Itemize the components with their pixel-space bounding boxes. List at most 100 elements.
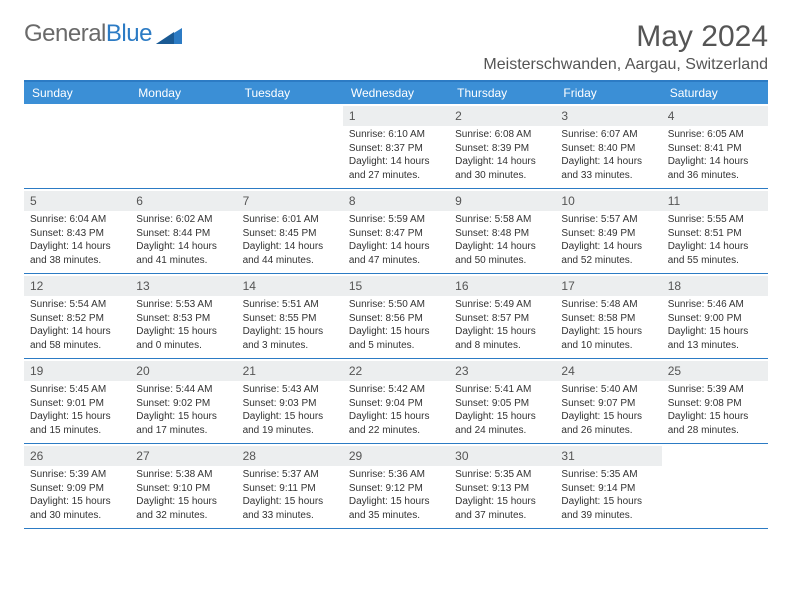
- day-cell: 19Sunrise: 5:45 AMSunset: 9:01 PMDayligh…: [24, 359, 130, 443]
- day-details: Sunrise: 6:05 AMSunset: 8:41 PMDaylight:…: [668, 128, 762, 182]
- day-details: Sunrise: 5:46 AMSunset: 9:00 PMDaylight:…: [668, 298, 762, 352]
- day-header-friday: Friday: [555, 82, 661, 104]
- day-details: Sunrise: 5:39 AMSunset: 9:08 PMDaylight:…: [668, 383, 762, 437]
- day-number: 25: [668, 364, 681, 378]
- day-cell: 30Sunrise: 5:35 AMSunset: 9:13 PMDayligh…: [449, 444, 555, 528]
- day-number: 5: [30, 194, 37, 208]
- day-cell: 11 Sunrise: 5:55 AMSunset: 8:51 PMDayligh…: [662, 189, 768, 273]
- day-number-row: 23: [449, 361, 555, 381]
- day-details: Sunrise: 5:42 AMSunset: 9:04 PMDaylight:…: [349, 383, 443, 437]
- day-number: 20: [136, 364, 149, 378]
- day-number-row: 20: [130, 361, 236, 381]
- logo-text: GeneralBlue: [24, 20, 152, 48]
- day-header-monday: Monday: [130, 82, 236, 104]
- day-number: 4: [668, 109, 675, 123]
- day-number: 6: [136, 194, 143, 208]
- day-number: 29: [349, 449, 362, 463]
- day-number-row: 28: [237, 446, 343, 466]
- day-number-row: 15: [343, 276, 449, 296]
- day-cell: 31Sunrise: 5:35 AMSunset: 9:14 PMDayligh…: [555, 444, 661, 528]
- day-cell: .: [237, 104, 343, 188]
- day-number: 31: [561, 449, 574, 463]
- day-number: 28: [243, 449, 256, 463]
- day-details: Sunrise: 5:40 AMSunset: 9:07 PMDaylight:…: [561, 383, 655, 437]
- day-cell: 18Sunrise: 5:46 AMSunset: 9:00 PMDayligh…: [662, 274, 768, 358]
- day-cell: 8Sunrise: 5:59 AMSunset: 8:47 PMDaylight…: [343, 189, 449, 273]
- day-number-row: 9: [449, 191, 555, 211]
- day-number-row: 16: [449, 276, 555, 296]
- day-cell: 28 Sunrise: 5:37 AMSunset: 9:11 PMDayligh…: [237, 444, 343, 528]
- day-cell: 14Sunrise: 5:51 AMSunset: 8:55 PMDayligh…: [237, 274, 343, 358]
- day-details: Sunrise: 5:39 AMSunset: 9:09 PMDaylight:…: [30, 468, 124, 522]
- week-row: 26Sunrise: 5:39 AMSunset: 9:09 PMDayligh…: [24, 444, 768, 529]
- day-number-row: 25: [662, 361, 768, 381]
- day-number-row: 14: [237, 276, 343, 296]
- day-number-row: 29: [343, 446, 449, 466]
- day-cell: 29Sunrise: 5:36 AMSunset: 9:12 PMDayligh…: [343, 444, 449, 528]
- day-number-row: 10: [555, 191, 661, 211]
- calendar-body: ...1Sunrise: 6:10 AMSunset: 8:37 PMDayli…: [24, 104, 768, 529]
- day-cell: 21 Sunrise: 5:43 AMSunset: 9:03 PMDayligh…: [237, 359, 343, 443]
- day-cell: 27 Sunrise: 5:38 AMSunset: 9:10 PMDayligh…: [130, 444, 236, 528]
- week-row: 19Sunrise: 5:45 AMSunset: 9:01 PMDayligh…: [24, 359, 768, 444]
- day-details: Sunrise: 5:53 AMSunset: 8:53 PMDaylight:…: [136, 298, 230, 352]
- day-number: 17: [561, 279, 574, 293]
- day-number: 21: [243, 364, 256, 378]
- day-number: 13: [136, 279, 149, 293]
- day-number: 19: [30, 364, 43, 378]
- day-details: Sunrise: 5:43 AMSunset: 9:03 PMDaylight:…: [243, 383, 337, 437]
- day-number: 24: [561, 364, 574, 378]
- calendar: SundayMondayTuesdayWednesdayThursdayFrid…: [24, 80, 768, 529]
- day-details: Sunrise: 5:49 AMSunset: 8:57 PMDaylight:…: [455, 298, 549, 352]
- day-details: Sunrise: 6:08 AMSunset: 8:39 PMDaylight:…: [455, 128, 549, 182]
- day-number-row: 1: [343, 106, 449, 126]
- day-details: Sunrise: 5:51 AMSunset: 8:55 PMDaylight:…: [243, 298, 337, 352]
- day-number-row: 5: [24, 191, 130, 211]
- day-number: 30: [455, 449, 468, 463]
- day-number: 22: [349, 364, 362, 378]
- day-number: 15: [349, 279, 362, 293]
- logo-word2: Blue: [106, 20, 152, 47]
- day-number: 9: [455, 194, 462, 208]
- day-number-row: 2: [449, 106, 555, 126]
- day-details: Sunrise: 5:48 AMSunset: 8:58 PMDaylight:…: [561, 298, 655, 352]
- day-cell: 25 Sunrise: 5:39 AMSunset: 9:08 PMDayligh…: [662, 359, 768, 443]
- day-number: 11: [668, 194, 680, 208]
- day-details: Sunrise: 5:38 AMSunset: 9:10 PMDaylight:…: [136, 468, 230, 522]
- day-number-row: 31: [555, 446, 661, 466]
- day-details: Sunrise: 5:58 AMSunset: 8:48 PMDaylight:…: [455, 213, 549, 267]
- day-cell: 15 Sunrise: 5:50 AMSunset: 8:56 PMDayligh…: [343, 274, 449, 358]
- day-details: Sunrise: 5:44 AMSunset: 9:02 PMDaylight:…: [136, 383, 230, 437]
- day-details: Sunrise: 5:37 AMSunset: 9:11 PMDaylight:…: [243, 468, 337, 522]
- day-number: 3: [561, 109, 568, 123]
- day-number-row: 27: [130, 446, 236, 466]
- day-details: Sunrise: 6:04 AMSunset: 8:43 PMDaylight:…: [30, 213, 124, 267]
- logo-word1: General: [24, 20, 106, 47]
- day-cell: .: [662, 444, 768, 528]
- day-details: Sunrise: 5:55 AMSunset: 8:51 PMDaylight:…: [668, 213, 762, 267]
- day-details: Sunrise: 5:50 AMSunset: 8:56 PMDaylight:…: [349, 298, 443, 352]
- day-details: Sunrise: 6:10 AMSunset: 8:37 PMDaylight:…: [349, 128, 443, 182]
- logo: GeneralBlue: [24, 20, 182, 48]
- location: Meisterschwanden, Aargau, Switzerland: [483, 56, 768, 74]
- day-number-row: 4: [662, 106, 768, 126]
- header: GeneralBlue May 2024 Meisterschwanden, A…: [24, 20, 768, 74]
- day-cell: 22 Sunrise: 5:42 AMSunset: 9:04 PMDayligh…: [343, 359, 449, 443]
- day-number-row: 7: [237, 191, 343, 211]
- day-number: 10: [561, 194, 574, 208]
- day-cell: 2Sunrise: 6:08 AMSunset: 8:39 PMDaylight…: [449, 104, 555, 188]
- day-details: Sunrise: 5:57 AMSunset: 8:49 PMDaylight:…: [561, 213, 655, 267]
- day-header-thursday: Thursday: [449, 82, 555, 104]
- day-cell: 23Sunrise: 5:41 AMSunset: 9:05 PMDayligh…: [449, 359, 555, 443]
- day-cell: 3Sunrise: 6:07 AMSunset: 8:40 PMDaylight…: [555, 104, 661, 188]
- day-number: 27: [136, 449, 149, 463]
- day-number: 8: [349, 194, 356, 208]
- day-cell: 7Sunrise: 6:01 AMSunset: 8:45 PMDaylight…: [237, 189, 343, 273]
- day-number-row: 22: [343, 361, 449, 381]
- day-cell: 9 Sunrise: 5:58 AMSunset: 8:48 PMDaylight…: [449, 189, 555, 273]
- day-number: 7: [243, 194, 250, 208]
- day-number-row: 8: [343, 191, 449, 211]
- day-number-row: 6: [130, 191, 236, 211]
- week-row: 5 Sunrise: 6:04 AMSunset: 8:43 PMDaylight…: [24, 189, 768, 274]
- day-cell: 5 Sunrise: 6:04 AMSunset: 8:43 PMDaylight…: [24, 189, 130, 273]
